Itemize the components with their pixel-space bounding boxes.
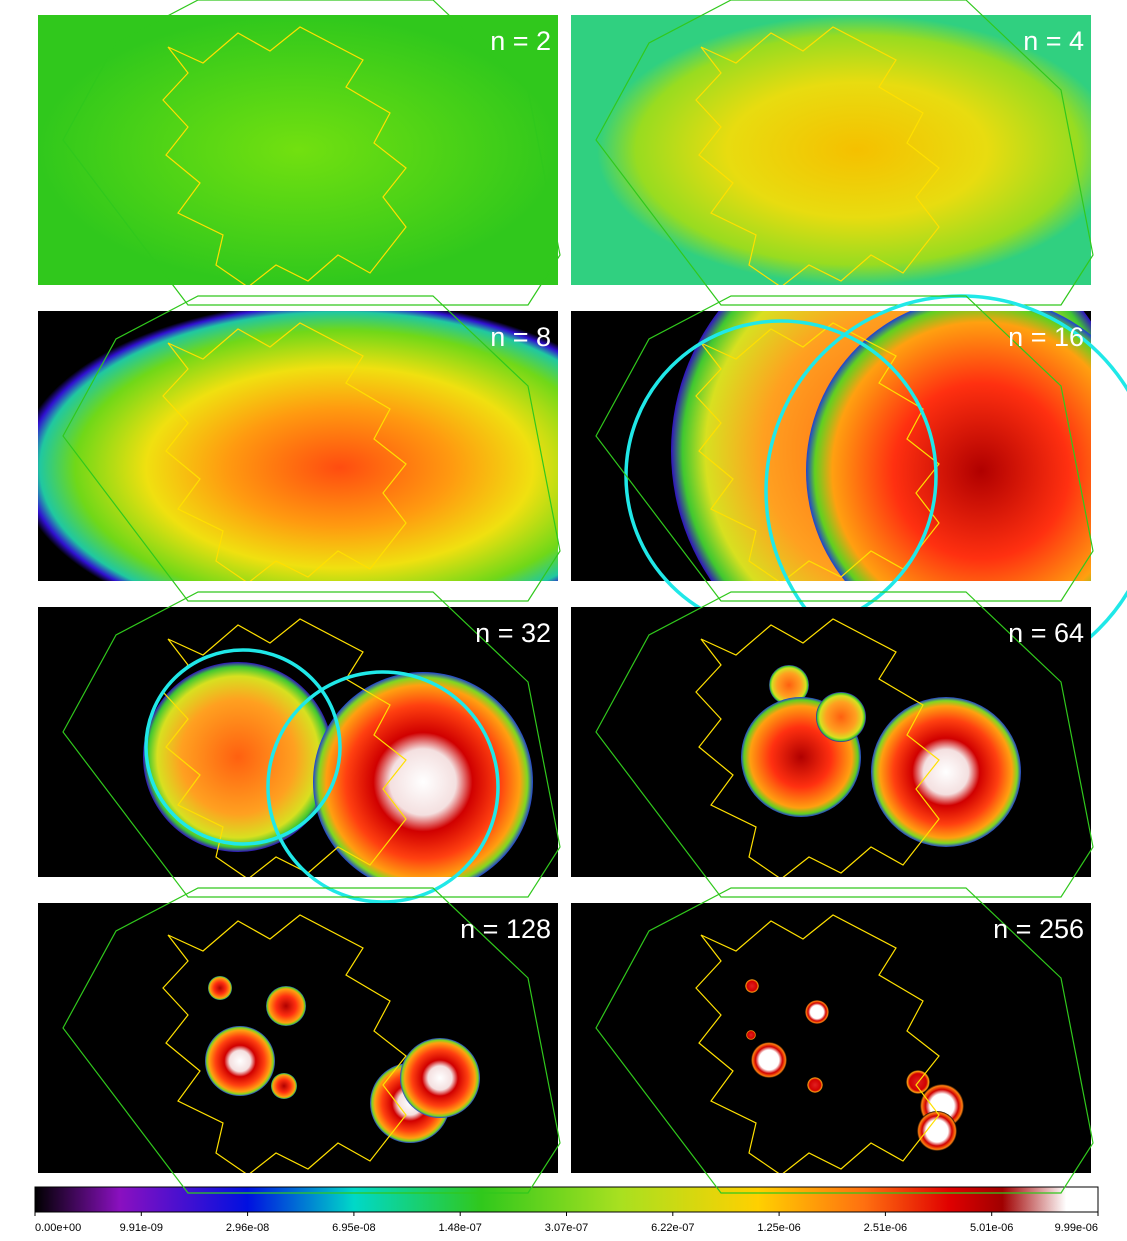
density-blob	[745, 979, 759, 993]
density-blob	[400, 1038, 480, 1118]
density-blob	[806, 311, 1091, 581]
panel-label: n = 256	[993, 914, 1084, 944]
footprint-outline	[162, 618, 407, 877]
panel-label: n = 2	[490, 26, 551, 56]
panel-label: n = 128	[460, 914, 551, 944]
footprint-outline	[162, 914, 407, 1173]
colorbar-tick-label: 9.91e-09	[120, 1222, 163, 1234]
footprint-outline	[162, 26, 407, 285]
survey-outline	[62, 295, 561, 602]
footprint-outline	[162, 322, 407, 581]
colorbar-tick-label: 2.51e-06	[864, 1222, 907, 1234]
density-blob	[746, 1030, 756, 1040]
colorbar-tick-label: 6.22e-07	[651, 1222, 694, 1234]
colorbar-tick-label: 3.07e-07	[545, 1222, 588, 1234]
panel: n = 16	[571, 294, 1127, 688]
panel-image	[571, 311, 1091, 581]
panel-image	[571, 15, 1091, 285]
colorbar	[34, 1186, 1099, 1213]
panel-image	[38, 607, 558, 877]
density-blob	[871, 697, 1021, 847]
footprint-outline	[695, 26, 940, 285]
panel: n = 2	[38, 0, 561, 306]
footprint-outline	[695, 618, 940, 877]
panel-label: n = 4	[1023, 26, 1084, 56]
panel-background	[571, 15, 1091, 285]
density-blob	[805, 1000, 829, 1024]
survey-outline	[62, 887, 561, 1194]
panel-image	[38, 903, 558, 1173]
panel-label: n = 8	[490, 322, 551, 352]
footprint-outline	[695, 914, 940, 1173]
panel: n = 128	[38, 887, 561, 1194]
density-blob	[917, 1111, 957, 1151]
survey-outline	[595, 591, 1094, 898]
panel: n = 256	[571, 887, 1094, 1194]
colorbar-tick-label: 2.96e-08	[226, 1222, 269, 1234]
panel-image	[571, 607, 1091, 877]
density-blob	[205, 1026, 275, 1096]
density-blob	[751, 1042, 787, 1078]
panel-label: n = 64	[1008, 618, 1084, 648]
colorbar-tick-label: 5.01e-06	[970, 1222, 1013, 1234]
panel-background	[38, 311, 558, 581]
colorbar-tick-label: 1.48e-07	[438, 1222, 481, 1234]
colorbar-tick-label: 6.95e-08	[332, 1222, 375, 1234]
panel-background	[571, 903, 1091, 1173]
panel: n = 8	[38, 295, 561, 602]
density-blob	[313, 672, 533, 877]
panel-image	[38, 15, 558, 285]
panel-image	[38, 311, 558, 581]
survey-outline	[595, 887, 1094, 1194]
panel: n = 64	[571, 591, 1094, 898]
search-circle	[144, 648, 342, 846]
density-blob	[769, 665, 809, 705]
density-blob	[208, 976, 232, 1000]
survey-outline	[62, 591, 561, 898]
survey-outline	[62, 0, 561, 306]
colorbar-tick-label: 1.25e-06	[757, 1222, 800, 1234]
footprint-outline	[695, 322, 940, 581]
colorbar-tick-label: 9.99e-06	[1055, 1222, 1098, 1234]
panel-label: n = 16	[1008, 322, 1084, 352]
panel: n = 4	[571, 0, 1094, 306]
density-blob	[807, 1077, 823, 1093]
panel-background	[38, 903, 558, 1173]
panel-image	[571, 903, 1091, 1173]
panel-background	[38, 15, 558, 285]
survey-outline	[595, 295, 1094, 602]
density-blob	[266, 986, 306, 1026]
colorbar-tick-label: 0.00e+00	[35, 1222, 81, 1234]
panel-label: n = 32	[475, 618, 551, 648]
survey-outline	[595, 0, 1094, 306]
density-blob	[816, 692, 866, 742]
density-blob	[271, 1073, 297, 1099]
panel: n = 32	[38, 591, 561, 904]
density-blob	[143, 662, 333, 852]
search-circle	[266, 670, 500, 904]
